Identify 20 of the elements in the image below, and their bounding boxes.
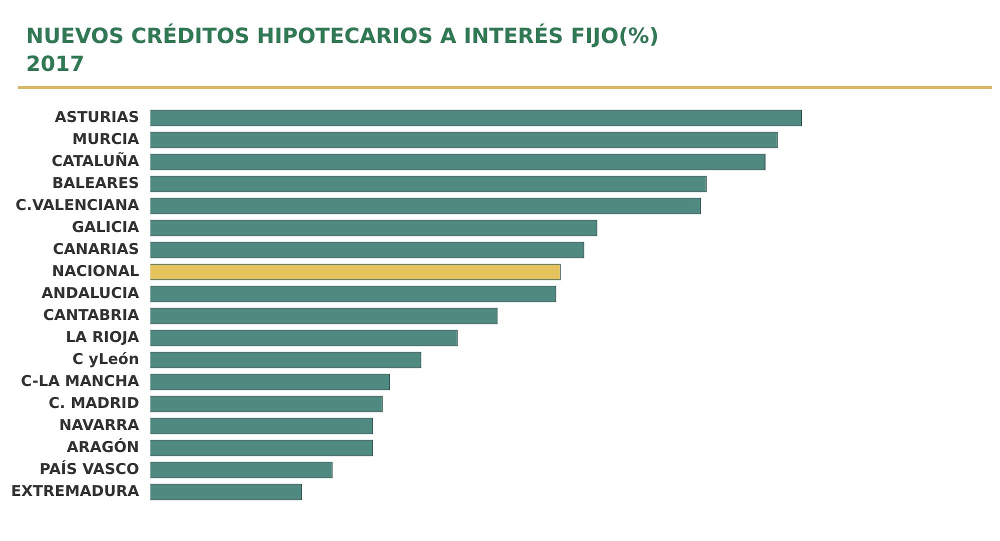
y-tick-label: CANARIAS xyxy=(52,240,140,258)
y-tick-label: CATALUÑA xyxy=(52,152,140,170)
y-tick-label: MURCIA xyxy=(72,130,140,148)
y-tick-label: NACIONAL xyxy=(52,262,140,280)
y-tick-label: BALEARES xyxy=(52,174,140,192)
y-tick-label: GALICIA xyxy=(72,218,140,236)
y-tick-label: NAVARRA xyxy=(59,416,140,434)
y-tick-label: ARAGÓN xyxy=(66,438,140,456)
y-tick-label: C. MADRID xyxy=(48,394,140,412)
y-tick-label: EXTREMADURA xyxy=(10,482,140,500)
y-tick-label: C-LA MANCHA xyxy=(20,372,140,390)
y-tick-label: CANTABRIA xyxy=(43,306,140,324)
chart-title: NUEVOS CRÉDITOS HIPOTECARIOS A INTERÉS FIJO(%) xyxy=(26,22,660,50)
y-tick-label: ANDALUCIA xyxy=(42,284,140,302)
y-tick-label: ASTURIAS xyxy=(54,108,140,126)
y-tick-label: PAÍS VASCO xyxy=(40,460,140,478)
y-tick-label: C yLeón xyxy=(72,350,140,368)
y-tick-label: LA RIOJA xyxy=(66,328,140,346)
y-tick-label: C.VALENCIANA xyxy=(16,196,140,214)
chart-subtitle: 2017 xyxy=(26,51,86,78)
